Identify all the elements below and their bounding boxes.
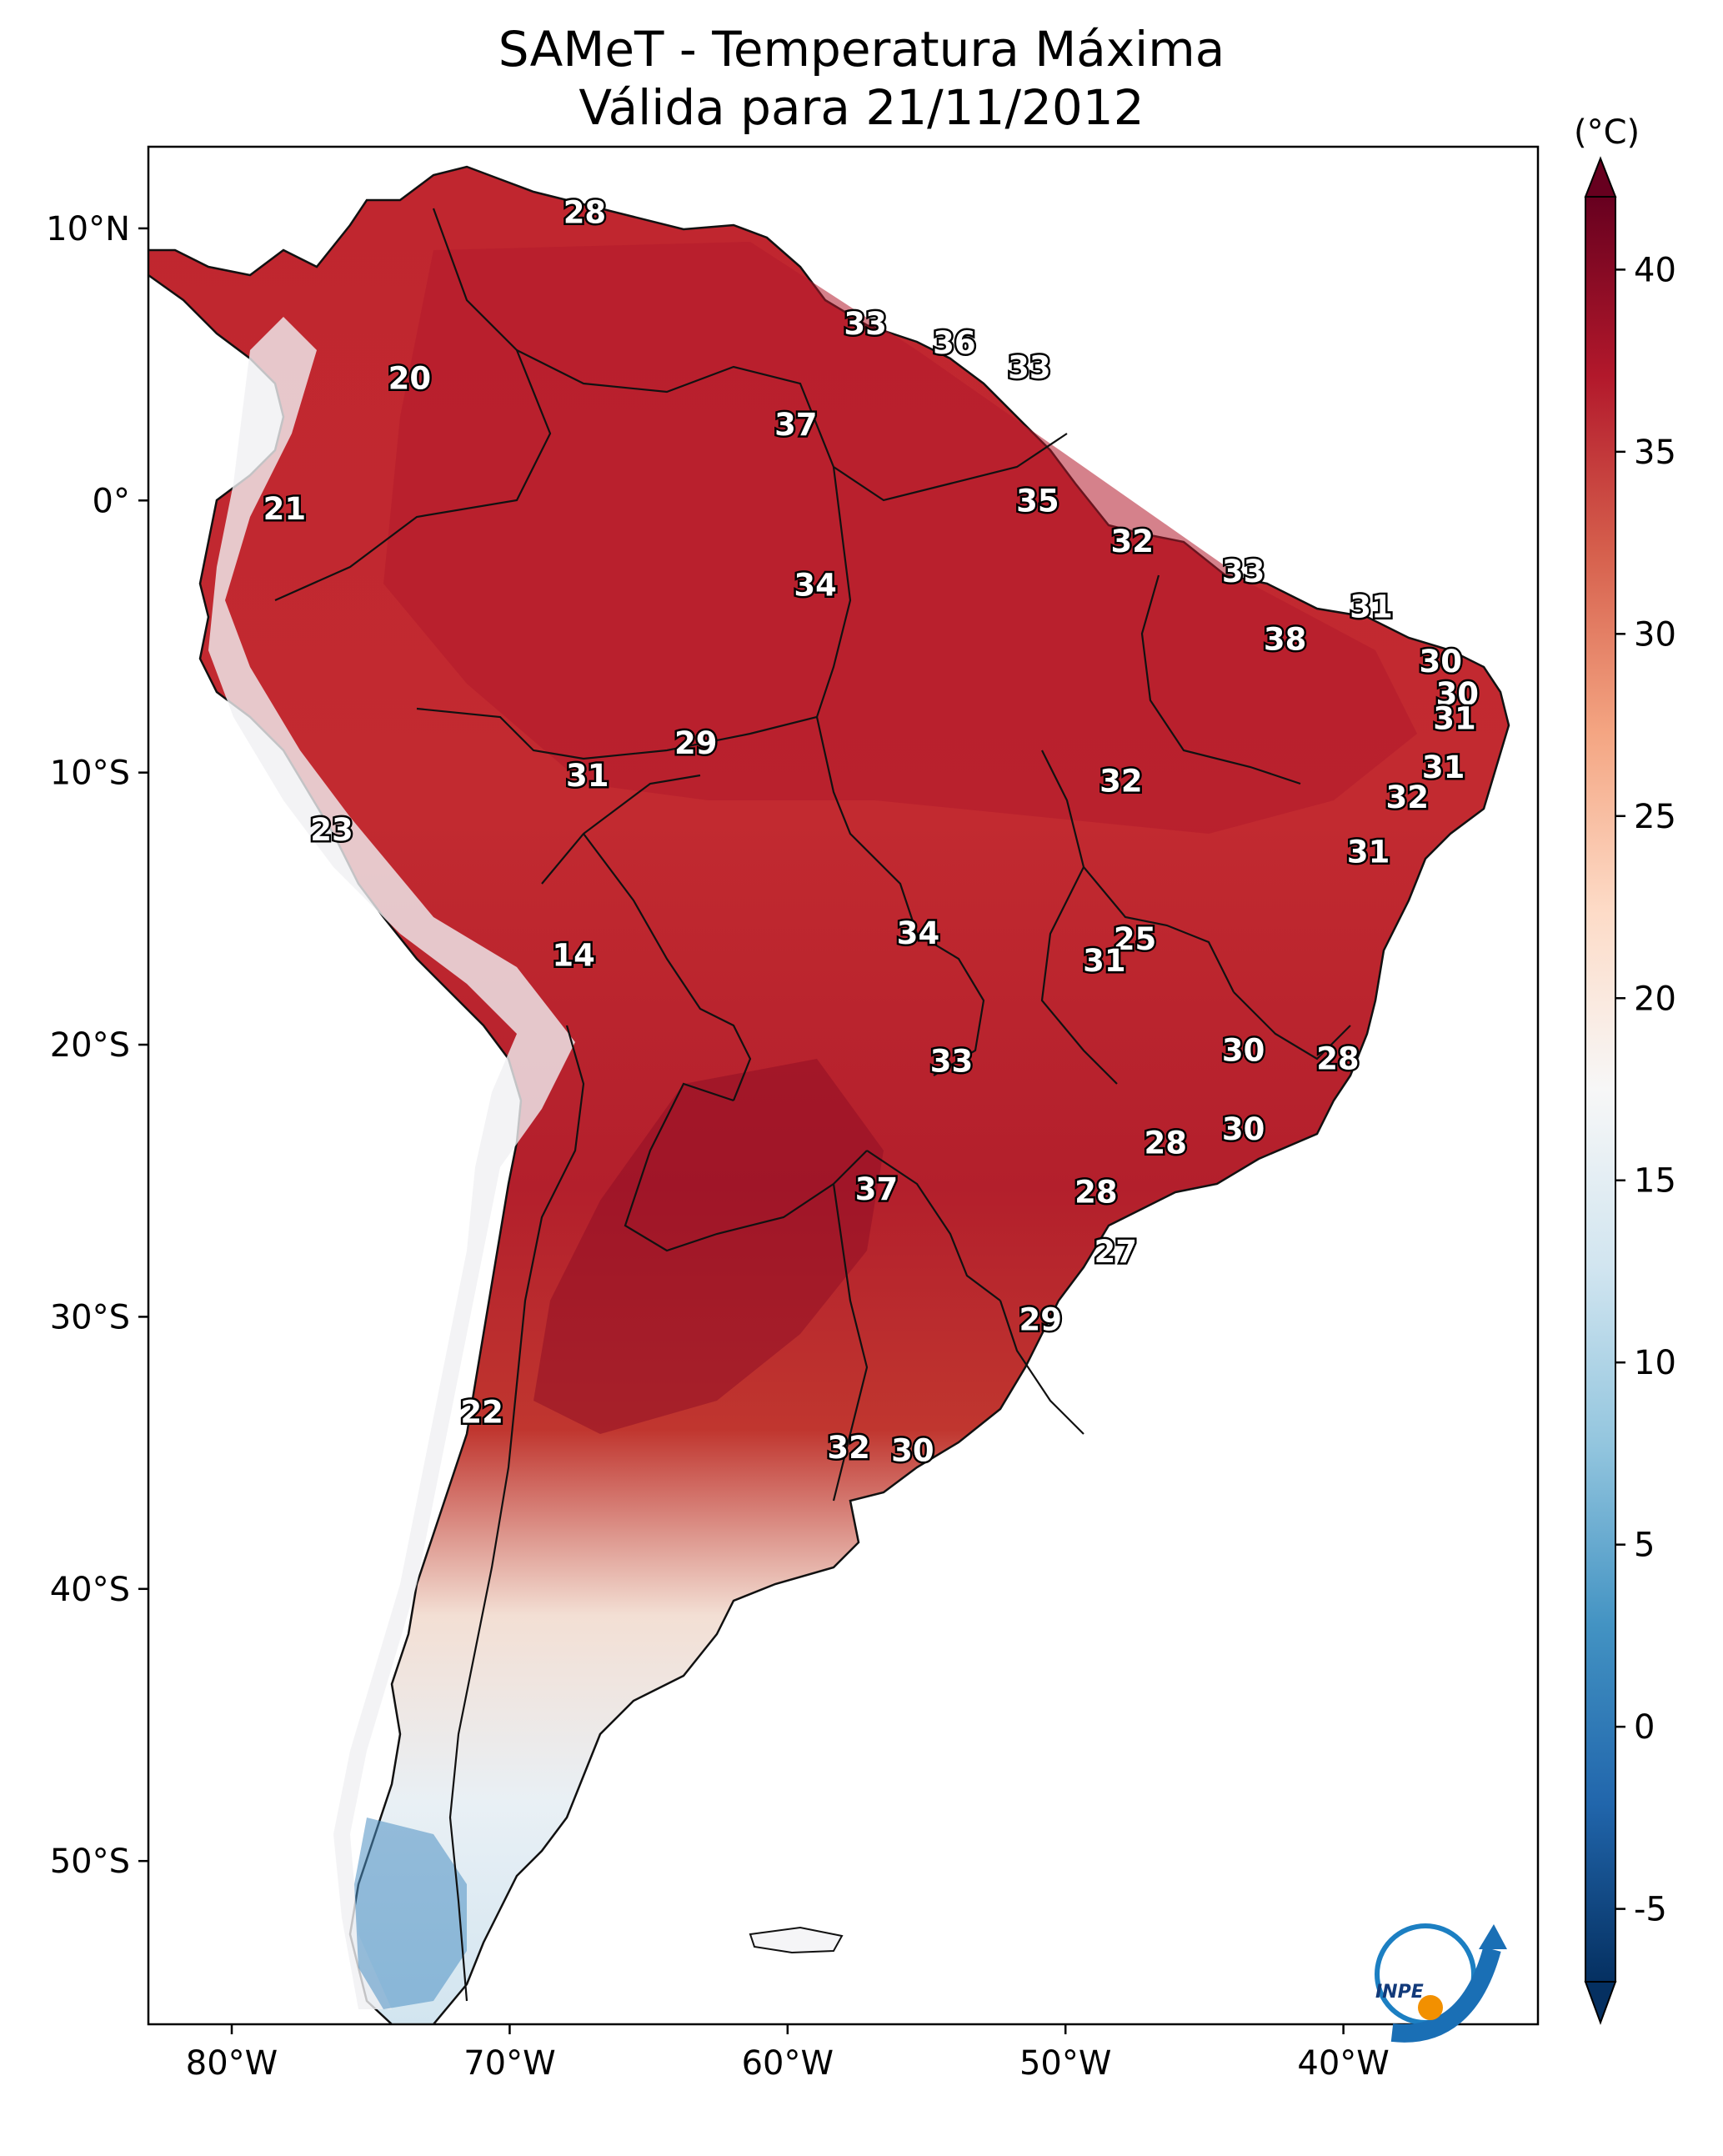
temperature-value-label: 32	[1099, 763, 1143, 799]
lon-tick-label: 50°W	[1019, 2044, 1111, 2083]
lat-tick-label: 10°N	[46, 210, 130, 248]
temperature-value-label: 28	[1074, 1174, 1118, 1210]
temperature-value-label: 25	[1114, 921, 1157, 957]
country-borders	[274, 208, 1351, 2002]
inpe-logo: INPE	[1375, 1923, 1507, 2043]
colorbar-unit: (°C)	[1574, 113, 1640, 152]
temperature-value-label: 14	[552, 937, 595, 973]
colorbar-tick-label: 15	[1634, 1162, 1676, 1201]
temperature-value-label: 30	[891, 1432, 934, 1468]
lon-tick-label: 70°W	[463, 2044, 555, 2083]
temperature-value-label: 22	[460, 1395, 503, 1431]
temperature-value-label: 33	[844, 306, 887, 342]
temperature-value-label: 34	[897, 915, 940, 951]
temperature-value-label: 32	[1386, 780, 1430, 815]
temperature-value-label: 32	[1110, 524, 1154, 559]
temperature-value-label: 37	[774, 407, 818, 443]
lat-tick-label: 20°S	[50, 1026, 130, 1065]
temperature-value-label: 36	[933, 325, 976, 361]
logo-swoosh-icon	[1390, 1947, 1501, 2043]
colorbar-ticks: 40 35 30 25 20 15 10 5 0 -5	[1615, 251, 1676, 1929]
temperature-value-label: 30	[1222, 1111, 1265, 1147]
temperature-value-label: 28	[563, 194, 607, 230]
colorbar-min-arrow	[1584, 1981, 1617, 2025]
logo-sun-icon	[1418, 1995, 1443, 2020]
colorbar-tick-label: 5	[1634, 1527, 1655, 1565]
andes-cool-strip	[208, 317, 575, 2009]
temperature-value-label: 28	[1144, 1126, 1187, 1161]
colorbar-tick-label: 20	[1634, 980, 1676, 1018]
colorbar: 40 35 30 25 20 15 10 5 0 -5 (°C)	[1574, 113, 1676, 2025]
temperature-value-label: 35	[1016, 483, 1059, 519]
lat-tick-label: 50°S	[50, 1843, 130, 1881]
lat-tick-label: 0°	[93, 482, 130, 520]
map-title: SAMeT - Temperatura Máxima	[498, 21, 1225, 78]
temperature-value-label: 21	[263, 491, 307, 527]
map-subtitle: Válida para 21/11/2012	[579, 79, 1144, 136]
logo-arrow-icon	[1479, 1924, 1507, 1949]
falkland-islands	[749, 1926, 844, 1954]
colorbar-tick-label: 35	[1634, 434, 1676, 472]
colorbar-tick-label: -5	[1634, 1891, 1667, 1929]
lon-tick-label: 40°W	[1297, 2044, 1389, 2083]
temperature-value-label: 31	[1422, 750, 1465, 785]
temperature-value-label: 34	[794, 567, 837, 603]
temperature-value-label: 29	[674, 725, 718, 761]
temperature-value-label: 33	[1008, 349, 1051, 385]
patagonia-cold-region	[354, 1818, 467, 2009]
temperature-value-label: 31	[1347, 834, 1390, 870]
colorbar-tick-label: 30	[1634, 615, 1676, 654]
temperature-value-label: 30	[1420, 644, 1463, 679]
temperature-value-label: 31	[1350, 589, 1393, 625]
temperature-value-label: 30	[1436, 676, 1480, 712]
temperature-value-label: 37	[855, 1171, 899, 1207]
temperature-value-label: 33	[930, 1044, 974, 1080]
colorbar-tick-label: 10	[1634, 1344, 1676, 1382]
temperature-value-label: 38	[1264, 622, 1307, 658]
temperature-value-label: 20	[388, 360, 432, 396]
temperature-value-label: 32	[827, 1430, 870, 1466]
temperature-value-label: 23	[310, 812, 353, 848]
lon-tick-label: 80°W	[186, 2044, 278, 2083]
temperature-value-label: 28	[1316, 1040, 1360, 1076]
lat-tick-label: 10°S	[50, 755, 130, 793]
temperature-value-label: 31	[566, 758, 609, 794]
temperature-value-label: 33	[1222, 554, 1265, 589]
colorbar-tick-label: 0	[1634, 1708, 1655, 1747]
lat-tick-label: 40°S	[50, 1571, 130, 1609]
temperature-value-label: 29	[1019, 1302, 1062, 1338]
temperature-value-label: 31	[1083, 943, 1126, 979]
colorbar-max-arrow	[1584, 156, 1617, 198]
lat-tick-label: 30°S	[50, 1298, 130, 1336]
latitude-axis: 10°N 0° 10°S 20°S 30°S 40°S 50°S	[46, 210, 148, 1881]
logo-text: INPE	[1375, 1982, 1424, 2003]
temperature-value-label: 31	[1433, 700, 1476, 736]
hot-chaco-region	[533, 1059, 884, 1434]
colorbar-bar	[1585, 196, 1616, 1983]
colorbar-tick-label: 40	[1634, 251, 1676, 289]
longitude-axis: 80°W 70°W 60°W 50°W 40°W	[186, 2024, 1390, 2083]
temperature-value-label: 27	[1094, 1234, 1137, 1270]
lon-tick-label: 60°W	[742, 2044, 834, 2083]
colorbar-tick-label: 25	[1634, 798, 1676, 836]
temperature-value-label: 30	[1222, 1033, 1265, 1069]
